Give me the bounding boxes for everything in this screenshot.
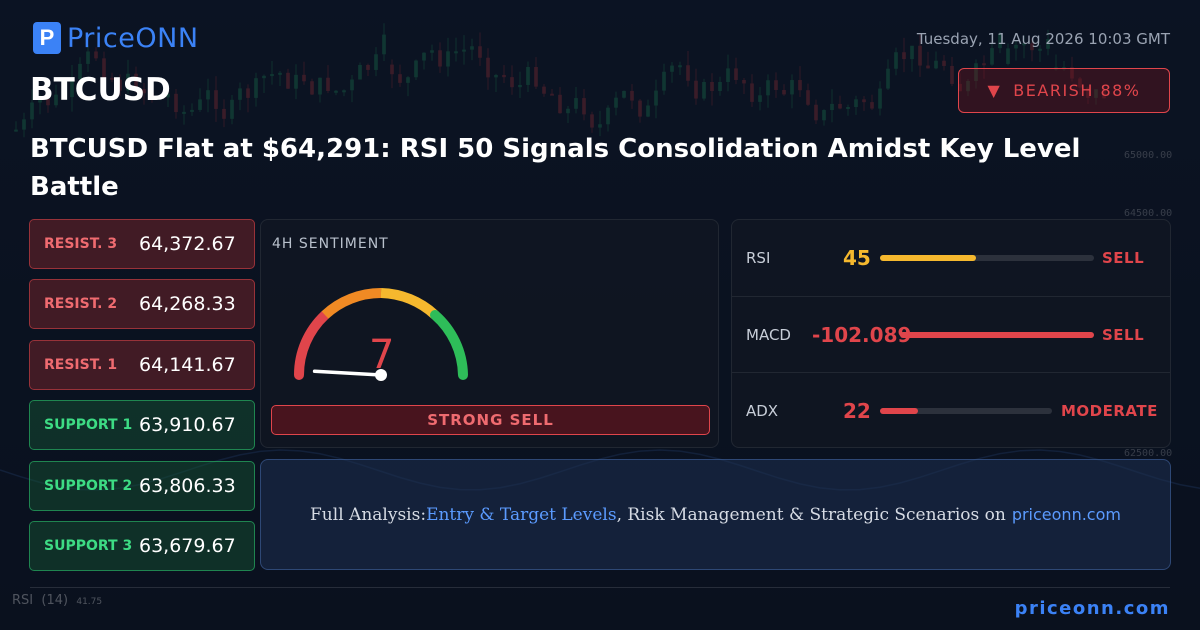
indicator-bar-fill [880,407,918,414]
bg-rsi-label: RSI (14) 41.75 [12,593,103,608]
level-name: SUPPORT 3 [44,537,133,554]
level-value: 63,679.67 [139,534,236,557]
level-name: SUPPORT 2 [44,477,133,494]
key-levels-list: RESIST. 3 64,372.67 RESIST. 2 64,268.33 RE… [29,219,255,581]
gauge-pivot [375,369,387,381]
brand-logo[interactable]: P PriceONN [33,22,199,54]
footer-divider [30,587,1170,588]
sentiment-badge: ▼ BEARISH 88% [958,68,1170,113]
indicator-value: 22 [843,398,871,423]
level-name: RESIST. 3 [44,236,118,252]
cta-middle: , Risk Management & Strategic Scenarios … [616,504,1006,525]
cta-highlight-link[interactable]: Entry & Target Levels [426,504,617,525]
cta-site-link[interactable]: priceonn.com [1011,505,1121,524]
bg-price-label: 62500.00 [1124,448,1173,459]
indicator-value: 45 [843,246,871,270]
indicator-row-macd: MACD -102.089 SELL [732,296,1170,372]
level-name: RESIST. 2 [44,296,118,313]
gauge-segment-orange [321,287,382,319]
level-name: SUPPORT 1 [44,417,133,434]
badge-label: BEARISH 88% [1013,81,1141,100]
level-value: 64,372.67 [139,233,236,255]
indicator-value: -102.089 [812,322,912,347]
level-resistance-2: RESIST. 2 64,268.33 [29,279,255,330]
gauge-needle [312,369,383,377]
indicator-row-rsi: RSI 45 SELL [732,220,1170,296]
datetime: Tuesday, 11 Aug 2026 10:03 GMT [916,30,1170,48]
headline: BTCUSD Flat at $64,291: RSI 50 Signals C… [30,134,1081,202]
bg-price-label: 64500.00 [1124,208,1173,219]
down-triangle-icon: ▼ [987,81,1002,100]
sentiment-title: 4H SENTIMENT [272,236,389,252]
gauge-segment-red [293,310,330,380]
indicators-panel: RSI 45 SELL MACD -102.089 SELL ADX 22 MO… [731,219,1171,448]
indicator-bar-fill [880,255,977,261]
full-analysis-banner[interactable]: Full Analysis: Entry & Target Levels, Ri… [260,459,1171,570]
level-name: RESIST. 1 [44,356,118,373]
sentiment-gauge [293,287,468,381]
indicator-bar-fill [900,331,1094,338]
level-support-2: SUPPORT 2 63,806.33 [29,460,255,511]
indicator-signal: SELL [1102,325,1145,344]
level-resistance-3: RESIST. 3 64,372.67 [29,219,255,269]
ticker-symbol: BTCUSD [30,72,171,108]
gauge-segment-green [430,310,468,380]
indicator-bar [900,331,1094,338]
level-support-3: SUPPORT 3 63,679.67 [29,520,255,571]
indicator-label: RSI [746,249,771,267]
gauge-segment-yellow [380,288,439,319]
indicator-bar [880,255,1094,261]
level-resistance-1: RESIST. 1 64,141.67 [29,339,255,390]
sentiment-score: 7 [369,332,395,378]
sentiment-panel: 4H SENTIMENT 7 STRONG SELL [260,219,719,448]
indicator-signal: MODERATE [1061,401,1158,420]
level-value: 63,910.67 [139,414,236,437]
logo-mark-icon: P [33,22,61,54]
indicator-label: ADX [746,401,779,420]
level-value: 64,268.33 [139,293,236,316]
level-value: 64,141.67 [139,353,236,376]
footer-site-link[interactable]: priceonn.com [1014,598,1170,619]
indicator-signal: SELL [1102,249,1145,267]
indicator-label: MACD [746,325,791,344]
bg-price-label: 65000.00 [1124,150,1173,161]
indicator-bar [880,407,1052,414]
logo-text: PriceONN [67,22,199,54]
sentiment-verdict: STRONG SELL [271,405,710,435]
level-value: 63,806.33 [139,474,236,497]
cta-prefix: Full Analysis: [310,504,427,525]
indicator-row-adx: ADX 22 MODERATE [732,372,1170,448]
level-support-1: SUPPORT 1 63,910.67 [29,400,255,451]
